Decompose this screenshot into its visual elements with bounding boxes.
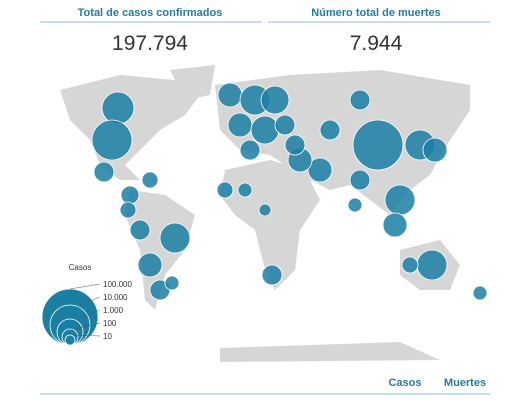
tab[interactable]: Casos xyxy=(388,377,421,389)
tabs: Casos Muertes xyxy=(40,377,490,395)
country-bubble xyxy=(93,161,115,183)
tab[interactable]: Muertes xyxy=(444,377,486,389)
land xyxy=(220,342,440,362)
country-bubble xyxy=(216,181,234,199)
country-bubble xyxy=(227,112,253,138)
country-bubble xyxy=(217,82,243,108)
country-bubble xyxy=(274,114,296,136)
legend-label: 1.000 xyxy=(103,306,124,315)
country-bubble xyxy=(137,252,163,278)
country-bubble xyxy=(382,212,408,238)
country-bubble xyxy=(284,134,306,156)
country-bubble xyxy=(401,256,419,274)
stat-label: Total de casos confirmados xyxy=(78,7,223,19)
leaders xyxy=(69,283,101,337)
header: Total de casos confirmados Número total … xyxy=(40,7,490,55)
country-bubble xyxy=(349,89,371,111)
stat-value: 7.944 xyxy=(350,32,403,55)
bubbles xyxy=(91,82,488,301)
country-bubble xyxy=(319,119,341,141)
stat-value: 197.794 xyxy=(112,32,188,55)
country-bubble xyxy=(159,222,191,254)
country-bubble xyxy=(237,182,253,198)
legend: Casos 100.000 10.000 1.000 100 10 xyxy=(41,263,132,346)
country-bubble xyxy=(239,139,261,161)
legend-label: 10.000 xyxy=(103,293,128,302)
country-bubble xyxy=(119,201,137,219)
country-bubble xyxy=(164,275,180,291)
country-bubble xyxy=(258,203,272,217)
country-bubble xyxy=(347,197,363,213)
legend-label: 100.000 xyxy=(103,280,132,289)
country-bubble xyxy=(101,91,135,125)
country-bubble xyxy=(472,285,488,301)
country-bubble xyxy=(384,184,416,216)
legend-title: Casos xyxy=(69,263,92,272)
country-bubble xyxy=(352,119,404,171)
country-bubble xyxy=(422,137,448,163)
stat-label: Número total de muertes xyxy=(311,7,441,19)
country-bubble xyxy=(141,171,159,189)
country-bubble xyxy=(261,264,283,286)
country-bubble xyxy=(129,219,151,241)
country-bubble xyxy=(260,85,290,115)
country-bubble xyxy=(250,115,280,145)
land xyxy=(170,65,215,100)
country-bubble xyxy=(120,185,140,205)
country-bubble xyxy=(349,169,371,191)
legend-circle xyxy=(64,334,76,346)
legend-label: 100 xyxy=(103,319,117,328)
legend-label: 10 xyxy=(103,332,112,341)
land xyxy=(60,75,200,180)
country-bubble xyxy=(307,157,333,183)
country-bubble xyxy=(416,249,448,281)
country-bubble xyxy=(91,119,133,161)
